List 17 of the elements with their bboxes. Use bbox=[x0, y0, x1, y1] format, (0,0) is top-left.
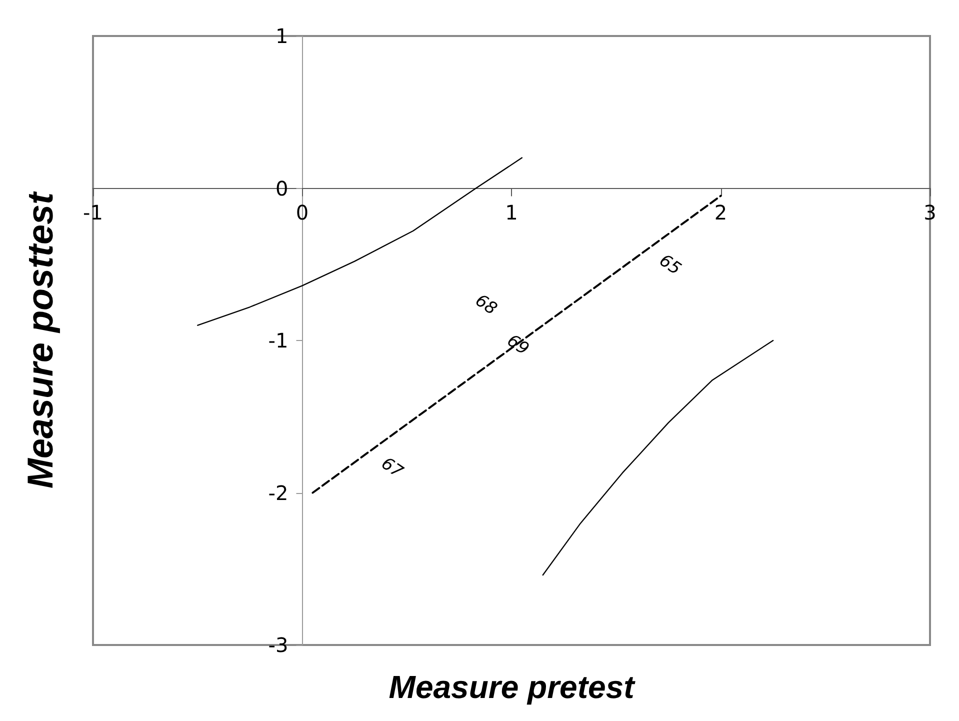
y-tick-label: 1 bbox=[276, 24, 288, 48]
annotation: 68 bbox=[471, 290, 501, 320]
x-tick-label: 3 bbox=[924, 200, 936, 224]
x-tick-label: 0 bbox=[296, 200, 309, 224]
y-tick-label: -1 bbox=[268, 328, 288, 352]
annotation: 69 bbox=[503, 330, 532, 360]
annotation: 67 bbox=[377, 454, 407, 482]
line-series bbox=[197, 157, 523, 326]
annotation: 65 bbox=[655, 250, 685, 280]
x-tick-label: 2 bbox=[714, 200, 728, 224]
x-tick-label: -1 bbox=[83, 200, 103, 224]
y-axis-title: Measure posttest bbox=[20, 190, 60, 489]
y-tick-label: -3 bbox=[268, 633, 288, 657]
line-series bbox=[542, 340, 774, 576]
x-axis-title: Measure pretest bbox=[388, 669, 636, 705]
x-tick-label: 1 bbox=[505, 200, 518, 224]
y-tick-label: -2 bbox=[268, 480, 288, 505]
